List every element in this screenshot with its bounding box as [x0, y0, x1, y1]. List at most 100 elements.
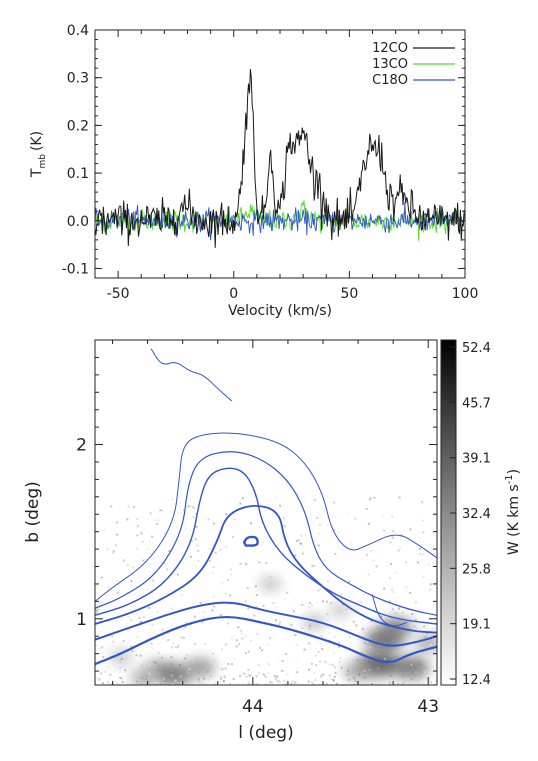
emission-pixel	[139, 654, 142, 657]
emission-pixel	[364, 669, 367, 672]
emission-pixel	[202, 616, 205, 619]
contour-level-5	[95, 504, 437, 634]
emission-pixel	[285, 591, 288, 594]
emission-pixel	[122, 559, 125, 562]
emission-pixel	[317, 650, 320, 653]
emission-pixel	[170, 646, 173, 649]
emission-pixel	[154, 630, 157, 633]
emission-pixel	[240, 629, 243, 632]
emission-pixel	[399, 546, 402, 549]
emission-pixel	[303, 500, 306, 503]
map-y-tick-label: 2	[76, 436, 87, 456]
emission-pixel	[124, 669, 127, 672]
emission-pixel	[318, 524, 321, 527]
emission-pixel	[320, 676, 323, 679]
colorbar-label: W (K km s-1)	[504, 469, 522, 555]
emission-pixel	[151, 647, 154, 650]
emission-pixel	[162, 677, 165, 680]
emission-pixel	[388, 600, 391, 603]
emission-pixel	[325, 682, 328, 685]
emission-pixel	[313, 564, 316, 567]
spectrum-x-tick-label: 50	[340, 286, 358, 302]
emission-pixel	[269, 681, 272, 684]
emission-pixel	[176, 646, 179, 649]
emission-pixel	[285, 653, 288, 656]
spectrum-x-ticks: -50 0 50 100	[94, 30, 478, 302]
emission-pixel	[136, 534, 139, 537]
emission-pixel	[197, 560, 200, 563]
emission-pixel	[383, 587, 386, 590]
emission-pixel	[427, 650, 430, 653]
emission-pixel	[163, 562, 166, 565]
emission-pixel	[330, 677, 333, 680]
emission-pixel	[203, 642, 206, 645]
emission-pixel	[119, 666, 122, 669]
emission-pixel	[163, 531, 166, 534]
emission-pixel	[250, 522, 253, 525]
emission-pixel	[352, 677, 355, 680]
emission-pixel	[367, 658, 370, 661]
emission-pixel	[424, 636, 427, 639]
emission-pixel	[362, 572, 365, 575]
emission-pixel	[419, 664, 422, 667]
emission-pixel	[211, 661, 214, 664]
emission-pixel	[370, 635, 373, 638]
emission-pixel	[214, 551, 217, 554]
emission-pixel	[126, 518, 129, 521]
emission-pixel	[314, 679, 317, 682]
emission-pixel	[267, 672, 270, 675]
emission-pixel	[152, 579, 155, 582]
emission-pixel	[370, 550, 373, 553]
emission-pixel	[103, 528, 106, 531]
emission-pixel	[129, 681, 132, 684]
contour-level-9	[371, 594, 408, 627]
emission-pixel	[308, 627, 311, 630]
emission-pixel	[418, 660, 421, 663]
emission-pixel	[372, 646, 375, 649]
emission-pixel	[227, 579, 230, 582]
emission-pixel	[151, 623, 154, 626]
emission-pixel	[210, 675, 213, 678]
emission-pixel	[422, 651, 425, 654]
emission-pixel	[209, 661, 212, 664]
emission-pixel	[229, 682, 232, 685]
emission-pixel	[433, 552, 436, 555]
emission-pixel	[155, 681, 158, 684]
spectrum-y-ticks: -0.1 0.0 0.1 0.2 0.3 0.4	[62, 23, 465, 277]
emission-pixel	[147, 680, 150, 683]
legend-label-12CO: 12CO	[372, 41, 408, 56]
emission-pixel	[294, 554, 297, 557]
emission-pixel	[213, 605, 216, 608]
emission-pixel	[107, 585, 110, 588]
emission-pixel	[360, 601, 363, 604]
emission-pixel	[383, 529, 386, 532]
emission-pixel	[148, 664, 151, 667]
map-x-tick-label: 44	[242, 697, 264, 717]
emission-pixel	[345, 608, 348, 611]
contour-level-8	[242, 535, 259, 547]
emission-pixel	[372, 559, 375, 562]
emission-pixel	[377, 645, 380, 648]
emission-pixel	[188, 505, 191, 508]
emission-pixel	[342, 683, 345, 685]
emission-pixel	[383, 657, 386, 660]
emission-pixel	[354, 679, 357, 682]
emission-pixel	[294, 634, 297, 637]
emission-pixel	[367, 522, 370, 525]
emission-pixel	[178, 651, 181, 654]
emission-pixel	[308, 668, 311, 671]
emission-pixel	[95, 611, 98, 614]
emission-pixel	[249, 674, 252, 677]
emission-pixel	[332, 679, 335, 682]
emission-pixel	[301, 627, 304, 630]
svg-text:Tmb(K): Tmb (K)	[29, 131, 48, 178]
emission-pixel	[146, 547, 149, 550]
spectrum-y-tick-label: -0.1	[62, 261, 89, 277]
emission-pixel	[317, 544, 320, 547]
emission-pixel	[226, 622, 229, 625]
emission-pixel	[151, 535, 154, 538]
emission-pixel	[261, 649, 264, 652]
emission-pixel	[295, 540, 298, 543]
emission-pixel	[275, 605, 278, 608]
